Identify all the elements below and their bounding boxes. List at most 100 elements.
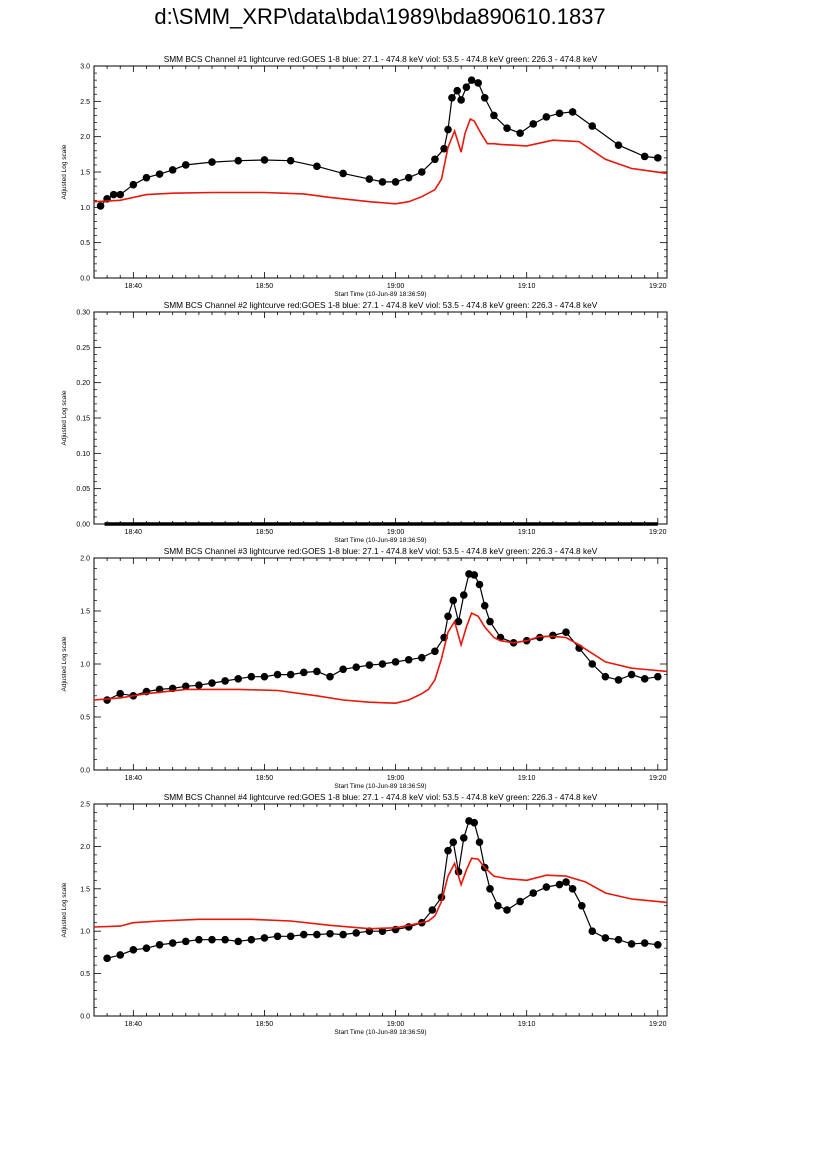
data-point bbox=[339, 169, 347, 178]
data-point bbox=[536, 633, 544, 642]
data-point bbox=[654, 672, 662, 681]
data-point bbox=[490, 111, 498, 120]
data-point bbox=[516, 129, 524, 137]
y-tick-label: 0.10 bbox=[76, 451, 90, 458]
data-point bbox=[103, 696, 111, 704]
y-tick-label: 2.0 bbox=[80, 134, 90, 141]
data-point bbox=[247, 672, 256, 681]
data-point bbox=[234, 937, 243, 946]
data-point bbox=[378, 927, 387, 935]
x-tick-label: 18:40 bbox=[125, 529, 143, 536]
x-tick-label: 18:40 bbox=[125, 1021, 143, 1028]
x-tick-label: 18:40 bbox=[125, 775, 143, 782]
data-point bbox=[431, 155, 439, 164]
page-title: d:\SMM_XRP\data\bda\1989\bda890610.1837 bbox=[154, 4, 606, 29]
data-point bbox=[116, 951, 125, 959]
y-tick-label: 3.0 bbox=[80, 64, 90, 71]
data-point bbox=[431, 647, 439, 656]
y-tick-label: 0.20 bbox=[76, 380, 90, 387]
data-point bbox=[486, 617, 494, 626]
data-point bbox=[555, 880, 564, 889]
data-point bbox=[286, 156, 295, 165]
x-tick-label: 18:50 bbox=[256, 529, 274, 536]
chart-panel-3: SMM BCS Channel #3 lightcurve red:GOES 1… bbox=[61, 546, 668, 790]
data-point bbox=[480, 94, 489, 102]
series-black-line bbox=[100, 79, 658, 207]
data-point bbox=[391, 658, 400, 666]
data-point bbox=[640, 939, 649, 947]
y-tick-label: 0.00 bbox=[76, 522, 90, 529]
series-black-line bbox=[106, 573, 658, 701]
x-tick-label: 19:00 bbox=[387, 1021, 405, 1028]
data-point bbox=[448, 94, 456, 102]
data-point bbox=[444, 612, 452, 621]
data-point bbox=[286, 932, 295, 941]
data-point bbox=[221, 677, 229, 685]
y-tick-label: 0.0 bbox=[80, 768, 90, 775]
data-point bbox=[273, 932, 282, 941]
data-point bbox=[627, 940, 636, 948]
data-point bbox=[627, 670, 636, 679]
data-point bbox=[440, 144, 448, 153]
data-point bbox=[542, 883, 551, 891]
data-point bbox=[142, 173, 151, 182]
data-point bbox=[378, 660, 387, 668]
data-point bbox=[155, 170, 164, 178]
y-tick-label: 0.5 bbox=[80, 240, 90, 247]
data-point bbox=[142, 944, 151, 952]
data-point bbox=[516, 897, 524, 906]
data-point bbox=[365, 175, 374, 183]
data-point bbox=[195, 935, 203, 944]
data-point bbox=[614, 935, 623, 944]
x-axis-label: Start Time (10-Jun-89 18:36:59) bbox=[334, 537, 426, 544]
data-point bbox=[459, 834, 468, 842]
data-point bbox=[601, 934, 610, 942]
data-point bbox=[486, 885, 494, 893]
x-tick-label: 18:50 bbox=[256, 775, 274, 782]
y-tick-label: 2.0 bbox=[80, 556, 90, 563]
data-point bbox=[568, 885, 577, 893]
x-tick-label: 19:20 bbox=[649, 775, 667, 782]
data-point bbox=[480, 601, 489, 610]
data-point bbox=[555, 109, 564, 118]
series-red-line bbox=[93, 857, 668, 930]
y-tick-label: 0.0 bbox=[80, 1014, 90, 1021]
data-point bbox=[404, 173, 413, 182]
data-point bbox=[588, 660, 597, 668]
x-axis-label: Start Time (10-Jun-89 18:36:59) bbox=[334, 291, 426, 298]
data-point bbox=[588, 927, 597, 935]
x-tick-label: 19:00 bbox=[387, 775, 405, 782]
x-tick-label: 19:10 bbox=[518, 775, 536, 782]
data-point bbox=[654, 940, 662, 949]
y-axis-label: Adjusted Log scale bbox=[61, 882, 68, 937]
plot-frame bbox=[93, 311, 668, 525]
data-point bbox=[168, 166, 177, 174]
series-red-line bbox=[93, 611, 668, 705]
data-point bbox=[404, 655, 413, 664]
data-point bbox=[475, 580, 484, 589]
data-point bbox=[286, 670, 295, 679]
data-point bbox=[562, 878, 570, 886]
data-point bbox=[457, 96, 465, 104]
y-tick-label: 1.0 bbox=[80, 662, 90, 669]
x-tick-label: 19:20 bbox=[649, 529, 667, 536]
x-tick-label: 19:20 bbox=[649, 1021, 667, 1028]
data-point bbox=[181, 937, 190, 946]
data-point bbox=[299, 668, 308, 677]
y-tick-label: 1.0 bbox=[80, 205, 90, 212]
data-point bbox=[418, 168, 426, 176]
data-point bbox=[195, 681, 203, 689]
y-tick-label: 0.30 bbox=[76, 310, 90, 317]
data-point bbox=[208, 935, 216, 944]
data-point bbox=[96, 202, 105, 210]
data-point bbox=[459, 591, 468, 599]
y-tick-label: 0.25 bbox=[76, 345, 90, 352]
x-tick-label: 19:20 bbox=[649, 283, 667, 290]
chart-title: SMM BCS Channel #2 lightcurve red:GOES 1… bbox=[164, 300, 598, 310]
data-point bbox=[234, 156, 243, 165]
y-axis-label: Adjusted Log scale bbox=[61, 390, 68, 445]
data-point bbox=[474, 79, 482, 87]
data-point bbox=[640, 675, 649, 683]
y-tick-label: 0.5 bbox=[80, 971, 90, 978]
